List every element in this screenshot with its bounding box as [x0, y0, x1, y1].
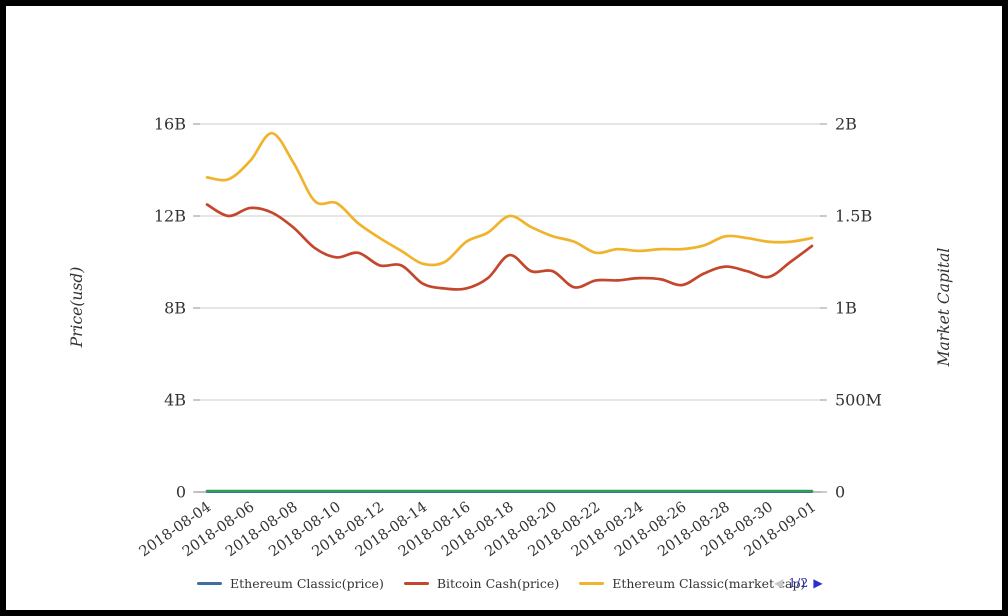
y-axis-tick-label-right: 500M — [835, 391, 882, 410]
y-axis-tick-label-right: 2B — [835, 115, 857, 134]
legend-page-next-icon[interactable]: ▶ — [813, 575, 823, 590]
legend-line-swatch — [197, 582, 222, 585]
legend: Ethereum Classic(price) Bitcoin Cash(pri… — [197, 576, 805, 591]
series-line-ethereum-classic-market-cap — [205, 131, 814, 267]
series-line-bitcoin-cash-price — [205, 203, 814, 291]
legend-pager: ◀ 1/2 ▶ — [774, 575, 823, 590]
legend-item-ethereum-classic-market-cap[interactable]: Ethereum Classic(market cap) — [579, 576, 805, 591]
legend-line-swatch — [403, 582, 429, 585]
legend-label: Bitcoin Cash(price) — [436, 576, 560, 591]
legend-page-indicator: 1/2 — [788, 575, 809, 590]
y-axis-title-left: Price(usd) — [68, 266, 86, 348]
y-axis-tick-label-right: 1B — [835, 299, 857, 318]
y-axis-title-right: Market Capital — [935, 247, 953, 367]
y-axis-tick-label-right: 1.5B — [835, 207, 872, 226]
legend-page-prev-icon[interactable]: ◀ — [774, 575, 784, 590]
legend-item-ethereum-classic-price[interactable]: Ethereum Classic(price) — [197, 576, 384, 591]
legend-line-swatch — [579, 582, 605, 585]
legend-label: Ethereum Classic(price) — [230, 576, 384, 591]
legend-item-bitcoin-cash-price[interactable]: Bitcoin Cash(price) — [403, 576, 560, 591]
x-axis-tick-label: 2018-08-04 — [137, 499, 215, 560]
y-axis-tick-label-left: 0 — [176, 483, 186, 502]
y-axis-tick-label-right: 0 — [835, 483, 845, 502]
y-axis-tick-label-left: 12B — [154, 207, 186, 226]
legend-label: Ethereum Classic(market cap) — [612, 576, 806, 591]
y-axis-tick-label-left: 4B — [164, 391, 186, 410]
y-axis-tick-label-left: 8B — [164, 299, 186, 318]
y-axis-tick-label-left: 16B — [154, 115, 186, 134]
